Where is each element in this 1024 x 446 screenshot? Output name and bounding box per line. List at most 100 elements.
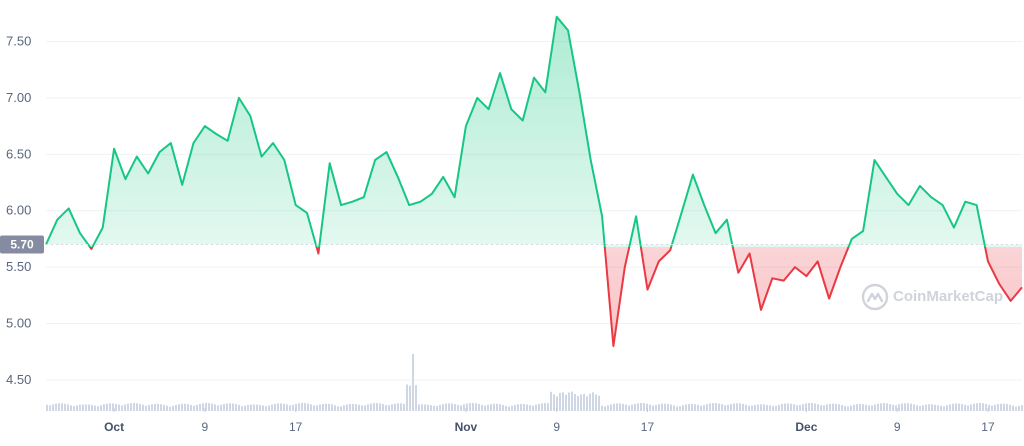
volume-bar [544,403,546,411]
volume-bar [481,404,483,411]
volume-bar [967,405,969,411]
volume-bar [313,405,315,411]
volume-bar [766,404,768,411]
volume-bar [862,404,864,411]
volume-bar [388,405,390,411]
volume-bar [130,403,132,411]
volume-bar [82,404,84,411]
volume-bar [301,403,303,411]
x-tick-label: 17 [289,420,303,434]
volume-bar [202,403,204,411]
volume-bar [511,405,513,411]
volume-bar [898,404,900,411]
volume-bar [265,406,267,411]
volume-bar [247,404,249,411]
volume-bar [649,404,651,411]
volume-bar [64,403,66,411]
volume-bar [1009,404,1011,411]
y-tick-label: 6.50 [6,146,31,161]
volume-bar [325,403,327,411]
volume-bar [721,404,723,411]
volume-bar [799,405,801,411]
volume-bar [802,404,804,411]
volume-bar [616,403,618,411]
volume-bar [205,403,207,411]
volume-bar [145,405,147,411]
volume-bar [154,403,156,411]
volume-bar [919,405,921,411]
volume-bar [70,405,72,411]
volume-bar [736,403,738,411]
volume-bar [478,404,480,411]
volume-bar [598,395,600,411]
volume-bar [58,403,60,411]
volume-bar [880,403,882,411]
volume-bar [271,404,273,411]
volume-bar [571,391,573,411]
volume-bar [373,403,375,411]
volume-bar [256,404,258,411]
volume-bar [559,392,561,411]
volume-bar [151,404,153,411]
volume-bar [745,404,747,411]
volume-bar [1015,406,1017,411]
volume-bar [445,403,447,411]
volume-bar [805,403,807,411]
volume-bar [715,403,717,411]
volume-bar [346,404,348,411]
volume-bar [508,406,510,411]
volume-bar [994,404,996,411]
volume-bar [232,403,234,411]
volume-bar [67,404,69,411]
volume-bar [901,403,903,411]
x-tick-label: 9 [553,420,560,434]
volume-bar [520,403,522,411]
y-tick-label: 7.00 [6,90,31,105]
volume-bar [640,403,642,411]
baseline-badge-label: 5.70 [10,238,34,252]
volume-bar [754,404,756,411]
volume-bar [793,404,795,411]
volume-bar [523,404,525,411]
volume-bar [940,405,942,411]
volume-bar [175,404,177,411]
volume-bar [112,403,114,411]
volume-bar [667,403,669,411]
volume-bar [703,405,705,411]
x-tick-label: 17 [981,420,995,434]
x-tick-label: Nov [455,420,478,434]
volume-bar [289,405,291,411]
volume-bar [712,403,714,411]
volume-bar [304,403,306,411]
volume-bar [277,403,279,411]
volume-bar [985,403,987,411]
volume-bar [547,403,549,411]
volume-bar [532,405,534,411]
volume-bar [964,404,966,411]
volume-bar [823,405,825,411]
volume-bar [1006,404,1008,411]
volume-bar [772,406,774,411]
volume-bar [697,404,699,411]
volume-bar [763,404,765,411]
watermark: CoinMarketCap [861,283,1003,311]
volume-bar [49,405,51,411]
volume-bar [562,392,564,411]
volume-bar [931,404,933,411]
volume-bar [874,404,876,411]
volume-bar [427,404,429,411]
volume-bar [538,403,540,411]
volume-bar [85,404,87,411]
volume-bar [250,404,252,411]
volume-bar [577,395,579,411]
volume-bar [925,404,927,411]
volume-bar [844,406,846,411]
watermark-text: CoinMarketCap [893,288,1003,305]
volume-bar [739,403,741,411]
volume-bar [229,403,231,411]
volume-bar [970,404,972,411]
volume-bar [886,403,888,411]
x-axis: Oct 9 17 Nov 9 17 Dec 9 17 [104,408,995,434]
volume-bar [397,403,399,411]
volume-bar [46,404,48,411]
